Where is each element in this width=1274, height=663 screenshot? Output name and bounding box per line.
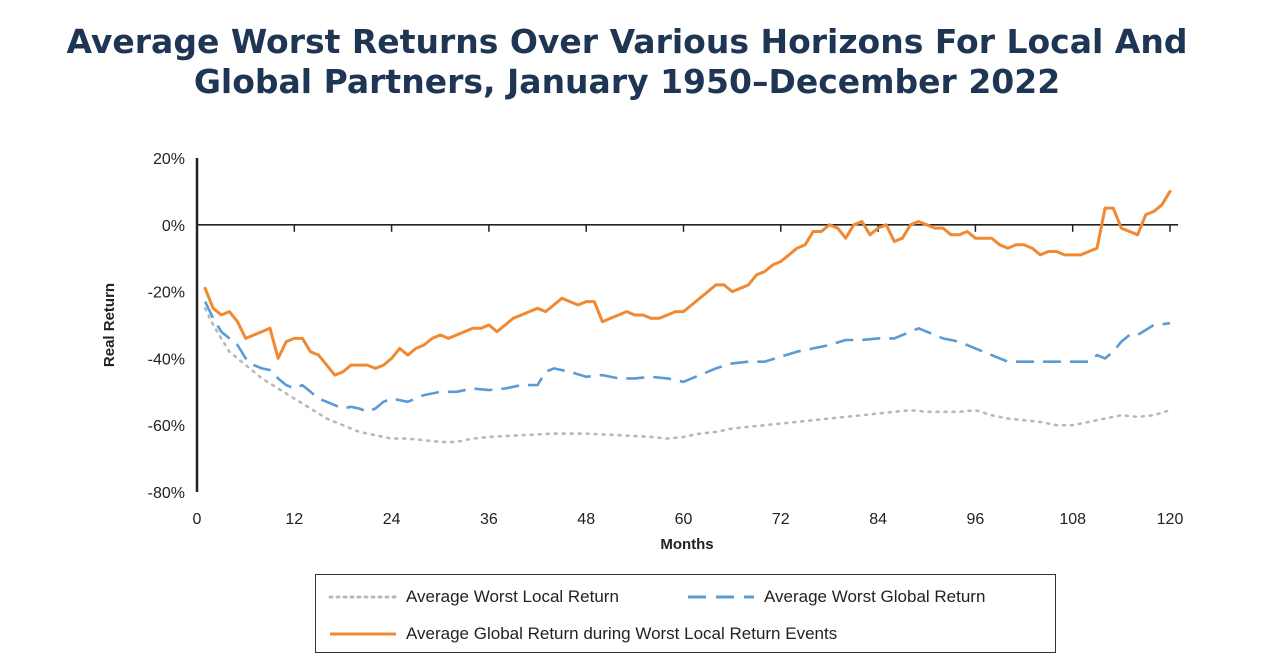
series-worst-local-return [203, 307, 1172, 444]
legend-item-local: Average Worst Local Return [328, 587, 619, 607]
x-tick-label: 108 [1059, 511, 1086, 528]
x-tick-label: 0 [193, 511, 202, 528]
series-worst-global-return [203, 301, 1171, 414]
x-tick-label: 96 [967, 511, 985, 528]
y-tick-label: -60% [148, 418, 185, 435]
x-tick-label: 24 [383, 511, 401, 528]
legend-label-global-during-local: Average Global Return during Worst Local… [406, 624, 838, 643]
x-axis-label: Months [660, 536, 713, 553]
legend-label-global: Average Worst Global Return [764, 587, 986, 606]
series-global-during-local-worst [203, 189, 1172, 377]
chart-title: Average Worst Returns Over Various Horiz… [0, 22, 1254, 102]
y-tick-label: 20% [153, 151, 185, 168]
y-tick-label: 0% [162, 218, 185, 235]
line-chart: 20% 0% -20% -40% -60% -80% 0 12 24 36 48 60 72 84 96 1… [101, 151, 1184, 553]
chart-title-line-2: Global Partners, January 1950–December 2… [193, 62, 1061, 101]
series-layer [203, 189, 1172, 444]
chart-legend: Average Worst Local Return Average Worst… [315, 574, 1056, 653]
x-tick-label: 60 [675, 511, 693, 528]
legend-swatch-dotted [328, 595, 398, 599]
x-tick-label: 120 [1157, 511, 1184, 528]
y-axis-ticks: 20% 0% -20% -40% -60% -80% [148, 151, 185, 502]
y-tick-label: -80% [148, 485, 185, 502]
x-tick-label: 36 [480, 511, 498, 528]
legend-label-local: Average Worst Local Return [406, 587, 619, 606]
legend-swatch-dashed [688, 595, 754, 599]
legend-swatch-solid [330, 632, 396, 636]
x-tick-label: 84 [869, 511, 887, 528]
x-tick-label: 12 [285, 511, 303, 528]
y-tick-label: -20% [148, 285, 185, 302]
chart-title-line-1: Average Worst Returns Over Various Horiz… [66, 22, 1188, 61]
x-tick-label: 72 [772, 511, 790, 528]
y-axis-label: Real Return [101, 283, 118, 367]
y-tick-label: -40% [148, 351, 185, 368]
x-axis-ticks: 0 12 24 36 48 60 72 84 96 108 120 [193, 224, 1184, 528]
legend-item-global: Average Worst Global Return [686, 587, 985, 607]
x-tick-label: 48 [577, 511, 595, 528]
legend-item-global-during-local: Average Global Return during Worst Local… [328, 624, 837, 644]
